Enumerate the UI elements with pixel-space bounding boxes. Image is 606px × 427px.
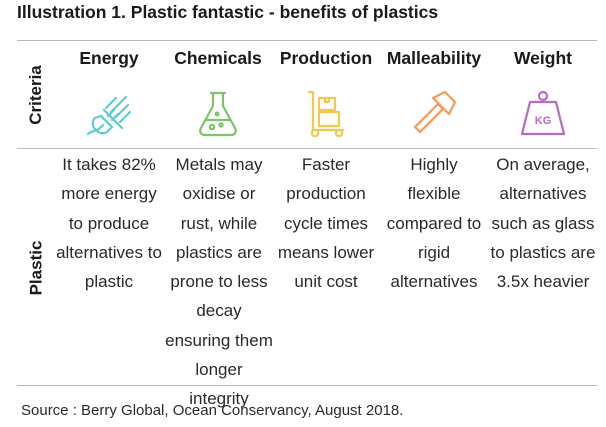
table-top-rule bbox=[17, 40, 597, 41]
plug-icon bbox=[82, 86, 136, 140]
source-note: Source : Berry Global, Ocean Conservancy… bbox=[21, 402, 404, 419]
illustration-title: Illustration 1. Plastic fantastic - bene… bbox=[17, 2, 439, 22]
column-header-chemicals: Chemicals bbox=[174, 48, 262, 68]
kg-label: KG bbox=[535, 115, 552, 127]
energy-cell: It takes 82% more energy to produce alte… bbox=[56, 155, 162, 292]
table-middle-rule bbox=[17, 148, 597, 149]
column-header-production: Production bbox=[279, 48, 373, 68]
production-cell: Faster production cycle times means lowe… bbox=[277, 155, 375, 292]
plastic-row-label: Plastic bbox=[26, 240, 45, 295]
column-header-malleability: Malleability bbox=[386, 48, 482, 68]
chemicals-cell: Metals may oxidise or rust, while plasti… bbox=[165, 155, 273, 409]
flask-icon bbox=[191, 86, 245, 140]
weight-cell: On average, alternatives such as glass t… bbox=[490, 155, 596, 292]
malleability-cell: Highly flexible compared to rigid altern… bbox=[386, 155, 482, 292]
kg-weight-icon: KG bbox=[516, 86, 570, 140]
table-bottom-rule bbox=[17, 385, 597, 386]
column-header-energy: Energy bbox=[79, 48, 139, 68]
hand-truck-icon bbox=[299, 86, 353, 140]
column-header-weight: Weight bbox=[513, 48, 572, 68]
criteria-row-label: Criteria bbox=[26, 65, 45, 125]
hammer-icon bbox=[407, 86, 461, 140]
